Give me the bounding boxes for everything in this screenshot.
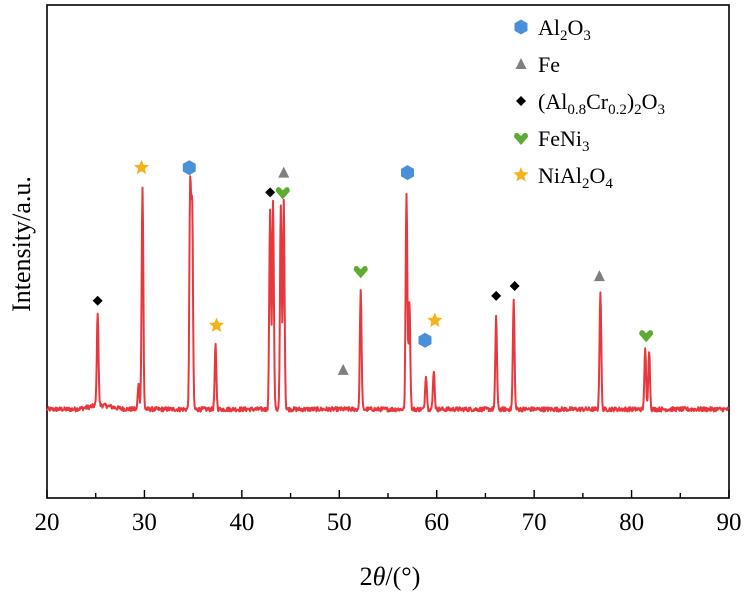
peak-marker-diamond	[509, 281, 520, 292]
triangle-icon	[515, 58, 527, 69]
diamond-icon	[516, 96, 526, 106]
peak-marker-triangle	[593, 270, 605, 282]
legend: Al2O3 Fe (Al0.8Cr0.2)2O3 FeNi3 NiAl2O4	[513, 15, 665, 192]
peak-marker-heart	[275, 187, 290, 200]
peak-marker-triangle	[337, 363, 349, 375]
x-axis-title-two: 2	[360, 562, 373, 591]
x-tick-label: 50	[327, 509, 352, 536]
legend-label: FeNi3	[538, 126, 590, 155]
x-axis-title-theta: θ	[373, 562, 386, 591]
peak-marker-star	[208, 317, 225, 332]
x-tick-label: 80	[619, 509, 644, 536]
x-tick-label: 40	[229, 509, 254, 536]
peak-marker-diamond	[491, 290, 502, 301]
peak-marker-pentagon	[182, 160, 196, 176]
legend-item: (Al0.8Cr0.2)2O3	[516, 89, 665, 118]
peak-marker-diamond	[265, 187, 276, 198]
peak-marker-pentagon	[401, 165, 414, 181]
x-tick-label: 20	[35, 509, 60, 536]
peak-marker-star	[133, 159, 150, 175]
star-icon	[513, 167, 529, 182]
peak-marker-heart	[353, 266, 368, 279]
peak-marker-diamond	[92, 295, 103, 306]
legend-label: (Al0.8Cr0.2)2O3	[538, 89, 665, 118]
x-tick-label: 90	[717, 509, 742, 536]
plot-border	[46, 4, 730, 499]
legend-item: Fe	[515, 52, 560, 77]
peak-marker-pentagon	[418, 332, 432, 348]
legend-item: FeNi3	[514, 126, 590, 155]
legend-item: Al2O3	[514, 15, 591, 44]
legend-label: Al2O3	[538, 15, 591, 44]
x-tick-label: 70	[522, 509, 547, 536]
legend-item: NiAl2O4	[513, 163, 613, 192]
y-axis-title: Intensity/a.u.	[7, 176, 36, 312]
plot-frame	[46, 4, 730, 499]
x-tick-label: 30	[132, 509, 157, 536]
peak-marker-heart	[639, 330, 654, 343]
peak-marker-triangle	[278, 166, 290, 178]
peak-marker-star	[427, 312, 443, 327]
legend-label: Fe	[538, 52, 560, 77]
x-tick-label: 60	[424, 509, 449, 536]
peak-markers	[92, 159, 654, 375]
xrd-pattern-line	[46, 175, 730, 413]
x-axis-title: 2θ/(°)	[360, 562, 421, 591]
x-axis-ticks: 20 30 40 50 60 70 80 90	[35, 490, 742, 536]
pentagon-icon	[514, 19, 528, 35]
x-axis-title-unit: /(°)	[385, 562, 420, 591]
heart-icon	[514, 132, 528, 145]
series-layer	[46, 175, 730, 413]
legend-label: NiAl2O4	[538, 163, 613, 192]
